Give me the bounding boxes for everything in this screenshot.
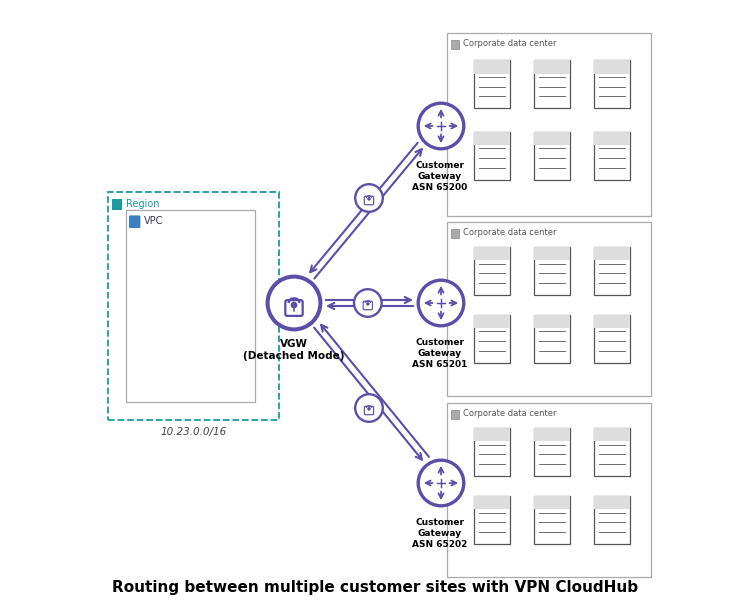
- FancyBboxPatch shape: [594, 428, 630, 476]
- FancyBboxPatch shape: [474, 131, 510, 145]
- FancyBboxPatch shape: [285, 300, 303, 316]
- Text: Customer
Gateway
ASN 65200: Customer Gateway ASN 65200: [413, 161, 467, 192]
- FancyBboxPatch shape: [447, 222, 651, 396]
- Circle shape: [268, 277, 320, 329]
- Circle shape: [356, 394, 382, 422]
- FancyBboxPatch shape: [534, 428, 570, 442]
- Text: Corporate data center: Corporate data center: [463, 410, 556, 419]
- Text: VGW
(Detached Mode): VGW (Detached Mode): [243, 339, 345, 361]
- FancyBboxPatch shape: [451, 40, 459, 49]
- FancyBboxPatch shape: [474, 60, 510, 108]
- Text: Routing between multiple customer sites with VPN CloudHub: Routing between multiple customer sites …: [112, 580, 638, 595]
- FancyBboxPatch shape: [534, 496, 570, 544]
- Circle shape: [368, 197, 370, 200]
- Text: Corporate data center: Corporate data center: [463, 228, 556, 237]
- FancyBboxPatch shape: [126, 210, 255, 402]
- FancyBboxPatch shape: [594, 496, 630, 509]
- FancyBboxPatch shape: [534, 131, 570, 179]
- FancyBboxPatch shape: [364, 406, 374, 415]
- FancyBboxPatch shape: [474, 247, 510, 295]
- FancyBboxPatch shape: [363, 301, 373, 310]
- FancyBboxPatch shape: [534, 131, 570, 145]
- FancyBboxPatch shape: [451, 229, 459, 238]
- FancyBboxPatch shape: [534, 314, 570, 362]
- Text: Corporate data center: Corporate data center: [463, 39, 556, 48]
- Circle shape: [368, 407, 370, 410]
- Text: Region: Region: [126, 199, 160, 209]
- FancyBboxPatch shape: [534, 60, 570, 74]
- Circle shape: [356, 184, 382, 212]
- FancyBboxPatch shape: [474, 496, 510, 544]
- FancyBboxPatch shape: [474, 247, 510, 260]
- Text: VPC: VPC: [144, 217, 164, 226]
- FancyBboxPatch shape: [594, 247, 630, 260]
- FancyBboxPatch shape: [534, 314, 570, 328]
- FancyBboxPatch shape: [451, 410, 459, 419]
- FancyBboxPatch shape: [594, 60, 630, 74]
- FancyBboxPatch shape: [474, 131, 510, 179]
- FancyBboxPatch shape: [474, 496, 510, 509]
- FancyBboxPatch shape: [594, 496, 630, 544]
- Text: Customer
Gateway
ASN 65201: Customer Gateway ASN 65201: [412, 338, 467, 369]
- FancyBboxPatch shape: [474, 428, 510, 476]
- FancyBboxPatch shape: [112, 199, 122, 210]
- FancyBboxPatch shape: [474, 314, 510, 328]
- FancyBboxPatch shape: [474, 314, 510, 362]
- FancyBboxPatch shape: [474, 60, 510, 74]
- Text: Customer
Gateway
ASN 65202: Customer Gateway ASN 65202: [412, 518, 467, 549]
- Circle shape: [354, 289, 382, 317]
- Circle shape: [419, 103, 464, 149]
- FancyBboxPatch shape: [594, 131, 630, 145]
- FancyBboxPatch shape: [474, 428, 510, 442]
- FancyBboxPatch shape: [534, 247, 570, 295]
- FancyBboxPatch shape: [594, 60, 630, 108]
- Circle shape: [419, 280, 464, 326]
- FancyBboxPatch shape: [594, 247, 630, 295]
- FancyBboxPatch shape: [447, 33, 651, 216]
- FancyBboxPatch shape: [534, 428, 570, 476]
- FancyBboxPatch shape: [534, 496, 570, 509]
- FancyBboxPatch shape: [364, 196, 374, 205]
- FancyBboxPatch shape: [447, 403, 651, 577]
- Circle shape: [366, 302, 370, 305]
- FancyBboxPatch shape: [594, 314, 630, 328]
- FancyBboxPatch shape: [129, 215, 140, 228]
- FancyBboxPatch shape: [534, 60, 570, 108]
- Circle shape: [419, 460, 464, 506]
- FancyBboxPatch shape: [594, 314, 630, 362]
- FancyBboxPatch shape: [594, 428, 630, 442]
- Text: 10.23.0.0/16: 10.23.0.0/16: [160, 427, 226, 437]
- FancyBboxPatch shape: [534, 247, 570, 260]
- Circle shape: [291, 302, 297, 308]
- FancyBboxPatch shape: [594, 131, 630, 179]
